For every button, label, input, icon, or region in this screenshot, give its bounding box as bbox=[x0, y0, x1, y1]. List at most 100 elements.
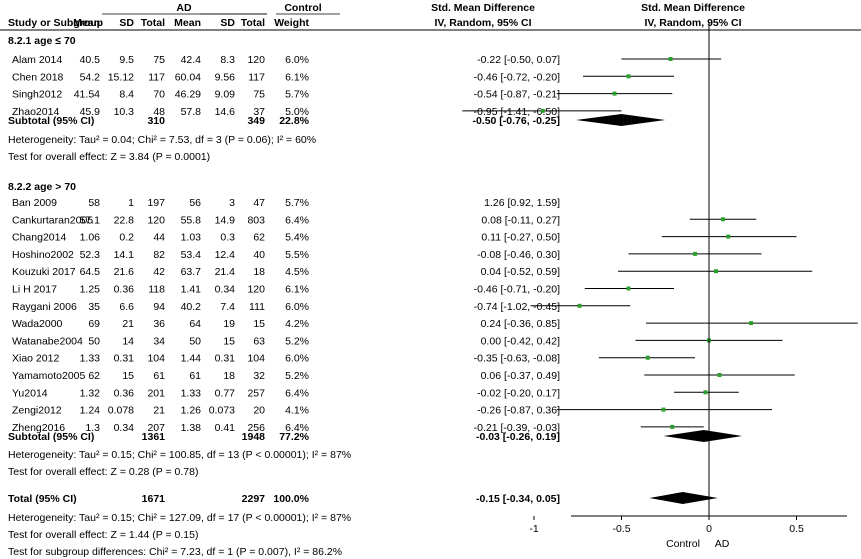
ad-mean-cell: 1.24 bbox=[80, 405, 101, 417]
weight-cell: 5.2% bbox=[285, 370, 309, 382]
ci-text-cell: -0.54 [-0.87, -0.21] bbox=[474, 89, 560, 101]
summary-ci-text: -0.03 [-0.26, 0.19] bbox=[476, 431, 560, 443]
column-header-control-total: Total bbox=[241, 17, 265, 29]
ad-sd-cell: 15.12 bbox=[108, 71, 134, 83]
control-total-cell: 75 bbox=[253, 89, 265, 101]
control-sd-cell: 0.073 bbox=[209, 405, 235, 417]
ci-text-cell: -0.21 [-0.39, -0.03] bbox=[474, 422, 560, 434]
ad-total-cell: 197 bbox=[147, 197, 165, 209]
study-name: Singh2012 bbox=[12, 89, 62, 101]
ad-total-cell: 42 bbox=[153, 266, 165, 278]
ci-text-cell: 0.00 [-0.42, 0.42] bbox=[481, 335, 560, 347]
weight-cell: 4.1% bbox=[285, 405, 309, 417]
study-name: Alam 2014 bbox=[12, 54, 62, 66]
ci-text-cell: 0.04 [-0.52, 0.59] bbox=[481, 266, 560, 278]
ad-mean-cell: 57.1 bbox=[80, 214, 101, 226]
study-name: Wada2000 bbox=[12, 318, 63, 330]
ad-total-cell: 117 bbox=[148, 71, 165, 83]
point-estimate-marker bbox=[726, 234, 731, 239]
control-mean-cell: 40.2 bbox=[181, 301, 202, 313]
total-overall-effect-text: Test for overall effect: Z = 1.44 (P = 0… bbox=[8, 529, 198, 541]
weight-cell: 6.4% bbox=[285, 214, 309, 226]
ad-total-cell: 94 bbox=[153, 301, 165, 313]
control-mean-cell: 1.03 bbox=[181, 232, 202, 244]
weight-cell: 6.0% bbox=[285, 353, 309, 365]
summary-label: Subtotal (95% CI) bbox=[8, 115, 94, 127]
overall-effect-text: Test for overall effect: Z = 3.84 (P = 0… bbox=[8, 151, 210, 163]
ci-text-cell: -0.35 [-0.63, -0.08] bbox=[474, 353, 560, 365]
control-total-cell: 37 bbox=[253, 106, 265, 118]
weight-cell: 5.0% bbox=[285, 106, 309, 118]
point-estimate-marker bbox=[670, 424, 675, 429]
ci-text-cell: 0.06 [-0.37, 0.49] bbox=[481, 370, 560, 382]
ci-text-cell: 0.24 [-0.36, 0.85] bbox=[481, 318, 560, 330]
ad-sd-cell: 0.36 bbox=[114, 284, 135, 296]
ci-text-cell: -0.02 [-0.20, 0.17] bbox=[477, 387, 560, 399]
control-sd-cell: 3 bbox=[229, 197, 235, 209]
ad-sd-cell: 21.6 bbox=[114, 266, 135, 278]
ad-sd-cell: 10.3 bbox=[114, 106, 135, 118]
heterogeneity-text: Heterogeneity: Tau² = 0.04; Chi² = 7.53,… bbox=[8, 134, 316, 146]
study-name: Zheng2016 bbox=[12, 422, 65, 434]
control-mean-cell: 53.4 bbox=[181, 249, 202, 261]
ad-sd-cell: 8.4 bbox=[119, 89, 134, 101]
summary-ci-text: -0.15 [-0.34, 0.05] bbox=[476, 493, 560, 505]
control-total-cell: 120 bbox=[247, 284, 265, 296]
ad-total-cell: 118 bbox=[148, 284, 165, 296]
ad-total-cell: 104 bbox=[147, 353, 165, 365]
control-sd-cell: 0.77 bbox=[215, 387, 236, 399]
weight-cell: 5.7% bbox=[285, 89, 309, 101]
summary-weight: 22.8% bbox=[279, 115, 309, 127]
x-axis-tick-label: 0 bbox=[706, 523, 712, 535]
point-estimate-marker bbox=[714, 269, 718, 274]
ad-mean-cell: 64.5 bbox=[80, 266, 101, 278]
point-estimate-marker bbox=[645, 355, 650, 360]
ad-total-cell: 120 bbox=[147, 214, 165, 226]
column-header-study: Study or Subgroup bbox=[8, 17, 103, 29]
study-name: Zengi2012 bbox=[12, 405, 62, 417]
ad-sd-cell: 0.34 bbox=[114, 422, 135, 434]
ad-total-cell: 75 bbox=[153, 54, 165, 66]
ad-total-cell: 44 bbox=[153, 232, 165, 244]
summary-label: Subtotal (95% CI) bbox=[8, 431, 94, 443]
column-header-control-sd: SD bbox=[220, 17, 235, 29]
subgroup-difference-text: Test for subgroup differences: Chi² = 7.… bbox=[8, 546, 342, 558]
summary-diamond bbox=[649, 492, 718, 504]
control-mean-cell: 56 bbox=[189, 197, 201, 209]
control-mean-cell: 42.4 bbox=[181, 54, 202, 66]
plot-title: Std. Mean Difference bbox=[641, 2, 745, 14]
ad-mean-cell: 1.3 bbox=[85, 422, 100, 434]
ci-text-cell: 0.08 [-0.11, 0.27] bbox=[481, 214, 560, 226]
ad-sd-cell: 14 bbox=[122, 335, 134, 347]
summary-diamond bbox=[663, 430, 743, 442]
subgroup-title: 8.2.2 age > 70 bbox=[8, 181, 76, 193]
ad-sd-cell: 1 bbox=[128, 197, 134, 209]
study-name: Yu2014 bbox=[12, 387, 48, 399]
control-total-cell: 47 bbox=[253, 197, 265, 209]
study-name: Li H 2017 bbox=[12, 284, 57, 296]
ad-total-cell: 201 bbox=[147, 387, 165, 399]
point-estimate-marker bbox=[703, 390, 708, 395]
study-name: Chen 2018 bbox=[12, 71, 64, 83]
control-sd-cell: 9.56 bbox=[215, 71, 236, 83]
overall-effect-text: Test for overall effect: Z = 0.28 (P = 0… bbox=[8, 466, 198, 478]
study-name: Cankurtaran2005 bbox=[12, 214, 93, 226]
ci-text-cell: -0.74 [-1.02, -0.45] bbox=[474, 301, 560, 313]
study-name: Xiao 2012 bbox=[12, 353, 59, 365]
column-header-control-mean: Mean bbox=[174, 17, 201, 29]
weight-cell: 6.0% bbox=[285, 54, 309, 66]
smd-column-method: IV, Random, 95% CI bbox=[434, 17, 531, 29]
control-mean-cell: 1.41 bbox=[181, 284, 202, 296]
column-header-ad-mean: Mean bbox=[73, 17, 100, 29]
point-estimate-marker bbox=[612, 91, 617, 96]
control-mean-cell: 46.29 bbox=[175, 89, 201, 101]
weight-cell: 6.4% bbox=[285, 387, 309, 399]
study-name: Chang2014 bbox=[12, 232, 66, 244]
control-sd-cell: 14.9 bbox=[215, 214, 236, 226]
summary-control-total: 2297 bbox=[242, 493, 266, 505]
point-estimate-marker bbox=[668, 57, 673, 61]
control-sd-cell: 19 bbox=[223, 318, 235, 330]
weight-cell: 5.4% bbox=[285, 232, 309, 244]
ad-total-cell: 34 bbox=[153, 335, 165, 347]
ad-total-cell: 70 bbox=[153, 89, 165, 101]
